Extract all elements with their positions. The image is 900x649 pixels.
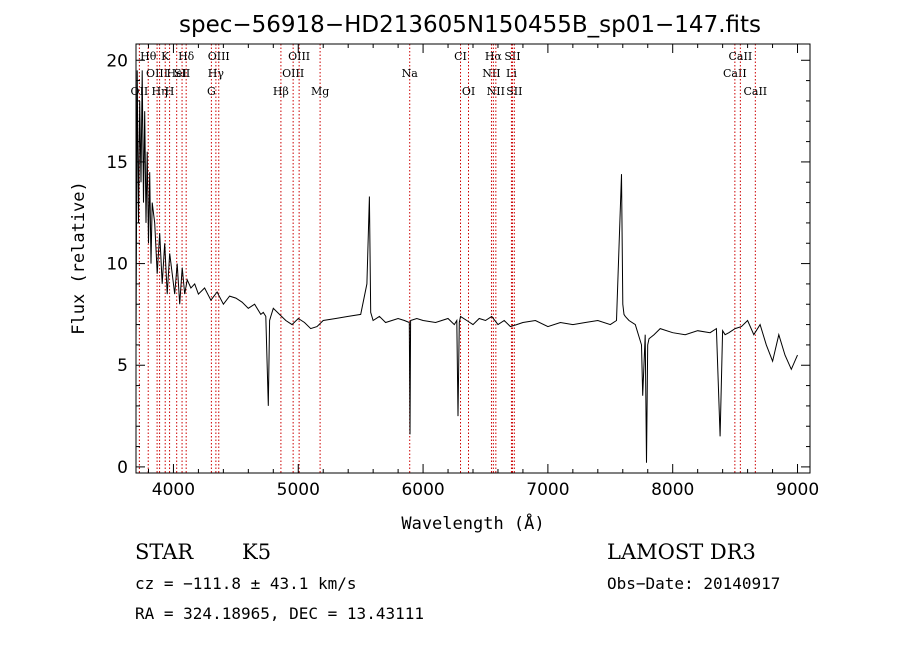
plot-frame	[135, 43, 811, 474]
y-tick-label-4: 20	[106, 51, 128, 71]
y-tick-label-0: 0	[117, 458, 128, 478]
y-axis-label: Flux (relative)	[69, 181, 89, 335]
reference-line-label-4: K	[161, 50, 170, 63]
x-tick-label-2: 6000	[401, 480, 444, 500]
chart-title: spec−56918−HD213605N150455B_sp01−147.fit…	[179, 12, 761, 38]
reference-line-label-0: OII	[131, 85, 149, 98]
reference-line-label-19: NII	[482, 67, 500, 80]
reference-line-label-11: OIII	[208, 50, 230, 63]
reference-line-label-9: G	[207, 85, 216, 98]
x-tick-label-0: 4000	[152, 480, 195, 500]
x-tick-label-1: 5000	[277, 480, 320, 500]
x-axis: 4000 5000 6000 7000 8000 9000	[147, 44, 819, 500]
reference-line-label-7: SII	[174, 67, 190, 80]
reference-line-label-21: NII	[487, 85, 505, 98]
reference-line-label-25: CaII	[723, 67, 747, 80]
y-tick-label-2: 10	[106, 255, 128, 275]
redshift-velocity: cz = −111.8 ± 43.1 km/s	[135, 574, 357, 593]
reference-line-label-17: CI	[454, 50, 467, 63]
reference-line-label-1: Hθ	[140, 50, 157, 63]
reference-line-label-22: Li	[506, 67, 517, 80]
reference-line-label-8: Hδ	[178, 50, 195, 63]
reference-line-label-5: H	[165, 85, 175, 98]
x-tick-label-3: 7000	[526, 480, 569, 500]
y-tick-label-3: 15	[106, 153, 128, 173]
x-tick-label-4: 8000	[651, 480, 694, 500]
reference-line-label-18: OI	[462, 85, 475, 98]
reference-line-label-12: Hβ	[273, 85, 289, 98]
reference-line-label-16: Na	[402, 67, 419, 80]
reference-line-label-20: Hα	[485, 50, 503, 63]
spectrum-series-line	[135, 70, 798, 463]
x-tick-label-5: 9000	[776, 480, 819, 500]
y-tick-label-1: 5	[117, 356, 128, 376]
x-axis-label: Wavelength (Å)	[401, 512, 544, 534]
survey-name: LAMOST DR3	[607, 540, 756, 564]
observation-date: Obs−Date: 20140917	[607, 574, 781, 593]
object-subclass: K5	[242, 540, 272, 564]
reference-line-label-24: SII	[506, 85, 522, 98]
reference-line-label-15: Mg	[311, 85, 329, 98]
reference-line-label-14: OIII	[288, 50, 310, 63]
reference-line-label-2: OIII	[146, 67, 168, 80]
reference-line-label-13: OIII	[282, 67, 304, 80]
reference-lines: OIIHθOIIIHηKHHeISIIHδGHγOIIIHβOIIIOIIIMg…	[131, 44, 767, 473]
reference-line-label-3: Hη	[151, 85, 167, 98]
reference-line-label-26: CaII	[729, 50, 753, 63]
object-class: STAR	[135, 540, 194, 564]
reference-line-label-10: Hγ	[208, 67, 225, 80]
y-axis: 0 5 10 15 20	[106, 51, 810, 478]
sky-coordinates: RA = 324.18965, DEC = 13.43111	[135, 604, 424, 623]
reference-line-label-23: SII	[504, 50, 520, 63]
reference-line-label-27: CaII	[743, 85, 767, 98]
